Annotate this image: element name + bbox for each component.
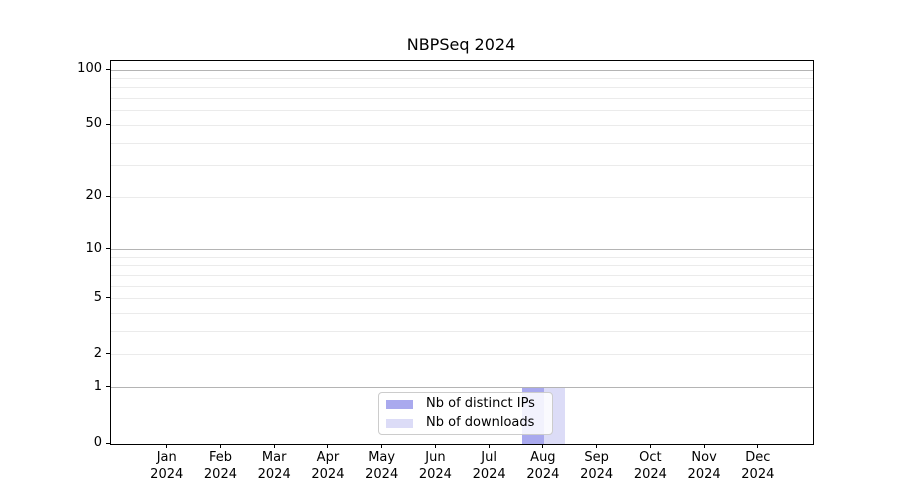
y-tick: [106, 442, 110, 444]
x-tick: [327, 444, 329, 448]
x-tick-label: Jul 2024: [461, 449, 517, 483]
x-tick-label-month: Oct: [639, 450, 662, 465]
x-tick-label-year: 2024: [257, 467, 291, 482]
x-tick-label-month: Jan: [156, 450, 177, 465]
x-tick-label: Feb 2024: [192, 449, 248, 483]
x-tick-label-month: Mar: [261, 450, 287, 465]
y-tick-label: 100: [77, 61, 102, 77]
x-tick-label-year: 2024: [472, 467, 506, 482]
y-tick: [106, 248, 110, 250]
x-tick: [596, 444, 598, 448]
x-tick-label-year: 2024: [203, 467, 237, 482]
x-tick-label-month: Dec: [745, 450, 771, 465]
x-tick: [273, 444, 275, 448]
y-tick-label: 50: [85, 116, 102, 132]
gridline-minor: [111, 256, 813, 258]
x-tick: [381, 444, 383, 448]
x-tick: [703, 444, 705, 448]
gridline-minor: [111, 298, 813, 300]
gridline-minor: [111, 165, 813, 167]
x-tick-label-month: Apr: [316, 450, 340, 465]
y-tick-label: 2: [93, 345, 102, 361]
chart-title: NBPSeq 2024: [406, 35, 516, 54]
x-tick-label: Sep 2024: [569, 449, 625, 483]
x-tick: [219, 444, 221, 448]
gridline-minor: [111, 110, 813, 112]
gridline-minor: [111, 124, 813, 126]
x-tick: [649, 444, 651, 448]
x-tick-label-month: May: [368, 450, 396, 465]
x-tick-label: Mar 2024: [246, 449, 302, 483]
y-tick: [106, 68, 110, 70]
x-tick-label: Jan 2024: [139, 449, 195, 483]
y-tick: [106, 386, 110, 388]
x-tick-label-year: 2024: [633, 467, 667, 482]
x-tick-label-year: 2024: [687, 467, 721, 482]
x-tick: [542, 444, 544, 448]
gridline-minor: [111, 275, 813, 277]
x-tick-label: Jun 2024: [407, 449, 463, 483]
gridline-minor: [111, 331, 813, 333]
y-tick-label: 5: [93, 289, 102, 305]
gridline-minor: [111, 98, 813, 100]
x-tick-label-month: Nov: [691, 450, 717, 465]
plot-area: [110, 60, 814, 445]
y-tick: [106, 123, 110, 125]
y-tick: [106, 195, 110, 197]
y-tick-label: 10: [85, 240, 102, 256]
gridline-minor: [111, 313, 813, 315]
x-tick-label: Nov 2024: [676, 449, 732, 483]
x-tick-label-month: Sep: [584, 450, 609, 465]
x-tick-label-year: 2024: [150, 467, 184, 482]
x-tick-label-month: Aug: [530, 450, 556, 465]
gridline-minor: [111, 78, 813, 80]
legend-label-downloads: Nb of downloads: [426, 415, 535, 430]
gridline-minor: [111, 285, 813, 287]
gridline-major: [111, 69, 813, 71]
x-tick-label-year: 2024: [526, 467, 560, 482]
gridline-major: [111, 249, 813, 251]
x-tick: [488, 444, 490, 448]
y-tick: [106, 297, 110, 299]
legend-entry-distinct-ips: Nb of distinct IPs: [386, 396, 544, 412]
legend-swatch-downloads: [386, 418, 413, 428]
x-tick-label-month: Jul: [481, 450, 497, 465]
x-tick-label-year: 2024: [311, 467, 345, 482]
gridline-major: [111, 387, 813, 389]
y-tick-label: 20: [85, 188, 102, 204]
x-tick: [757, 444, 759, 448]
x-tick-label: Dec 2024: [730, 449, 786, 483]
legend-entry-downloads: Nb of downloads: [386, 415, 544, 431]
x-tick: [434, 444, 436, 448]
y-tick: [106, 353, 110, 355]
gridline-minor: [111, 87, 813, 89]
gridline-minor: [111, 354, 813, 356]
x-tick-label-year: 2024: [365, 467, 399, 482]
legend-swatch-distinct-ips: [386, 399, 413, 409]
x-tick-label-month: Jun: [425, 450, 446, 465]
gridline-minor: [111, 142, 813, 144]
x-tick-label-year: 2024: [580, 467, 614, 482]
y-tick-label: 1: [93, 378, 102, 394]
x-tick-label-year: 2024: [741, 467, 775, 482]
legend: Nb of distinct IPs Nb of downloads: [378, 392, 553, 435]
x-tick: [166, 444, 168, 448]
x-tick-label: Oct 2024: [622, 449, 678, 483]
x-tick-label-year: 2024: [418, 467, 452, 482]
x-tick-label-month: Feb: [208, 450, 232, 465]
legend-label-distinct-ips: Nb of distinct IPs: [426, 396, 535, 411]
x-tick-label: Aug 2024: [515, 449, 571, 483]
y-tick-label: 0: [93, 435, 102, 450]
gridline-minor: [111, 196, 813, 198]
x-tick-label: May 2024: [354, 449, 410, 483]
x-tick-label: Apr 2024: [300, 449, 356, 483]
gridline-minor: [111, 265, 813, 267]
